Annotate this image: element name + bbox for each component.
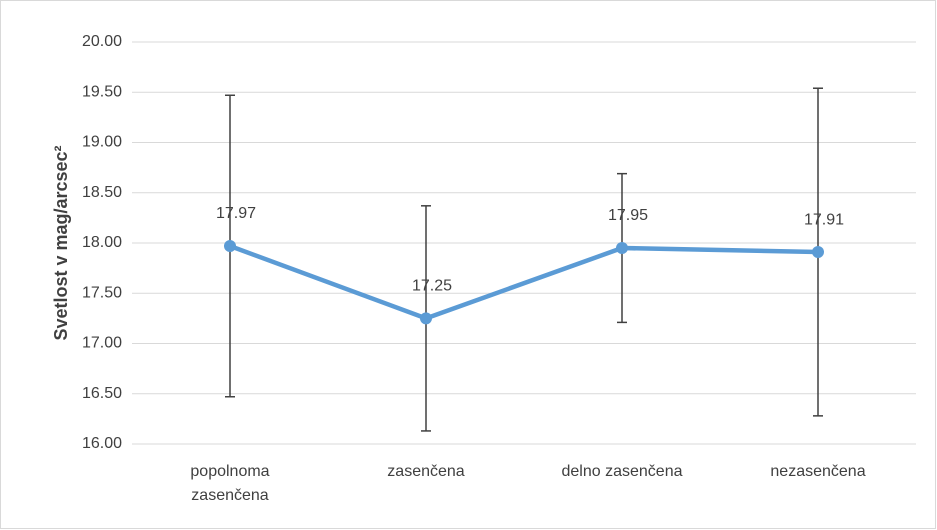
point	[812, 246, 824, 259]
x-tick-label: delno zasenčena	[561, 463, 683, 480]
y-tick-label: 18.50	[82, 184, 122, 201]
y-tick-label: 19.50	[82, 83, 122, 100]
y-tick-label: 17.50	[82, 284, 122, 301]
point	[224, 240, 236, 253]
y-tick-label: 17.00	[82, 335, 122, 352]
y-axis-label: Svetlost v mag/arcsec²	[51, 145, 71, 340]
x-tick-label: popolnoma zasenčena	[190, 463, 270, 504]
y-tick-label: 16.00	[82, 435, 122, 452]
data-label: 17.91	[804, 211, 844, 228]
series-line	[229, 243, 819, 321]
data-label: 17.25	[412, 278, 452, 295]
data-label: 17.97	[216, 205, 256, 222]
point	[616, 242, 628, 255]
x-tick-label: nezasenčena	[770, 463, 866, 480]
data-label: 17.95	[608, 207, 648, 224]
y-tick-label: 19.00	[82, 134, 122, 151]
x-tick-label: zasenčena	[387, 463, 465, 480]
y-tick-label: 18.00	[82, 234, 122, 251]
y-tick-label: 20.00	[82, 33, 122, 50]
y-tick-label: 16.50	[82, 385, 122, 402]
point	[420, 312, 432, 325]
